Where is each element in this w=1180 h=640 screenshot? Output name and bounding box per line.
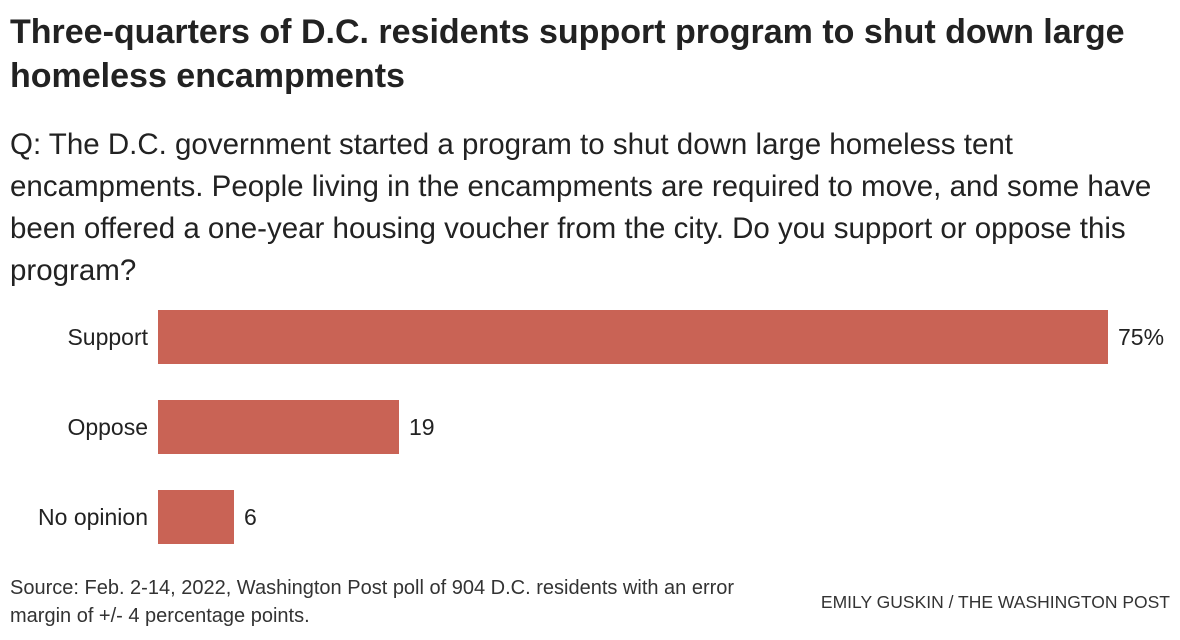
value-label-no-opinion: 6 xyxy=(244,504,257,530)
source-note: Source: Feb. 2-14, 2022, Washington Post… xyxy=(10,577,735,627)
bar-chart: Support 75% Oppose 19 No opinion 6 xyxy=(0,300,1180,560)
category-label-oppose: Oppose xyxy=(67,414,148,440)
value-label-oppose: 19 xyxy=(409,414,435,440)
chart-title: Three-quarters of D.C. residents support… xyxy=(10,13,1125,95)
value-label-support: 75% xyxy=(1118,324,1164,350)
bar-no-opinion xyxy=(158,490,234,544)
bar-oppose xyxy=(158,400,399,454)
category-label-support: Support xyxy=(67,324,148,350)
credit-line: EMILY GUSKIN / THE WASHINGTON POST xyxy=(820,592,1170,612)
category-label-no-opinion: No opinion xyxy=(38,504,148,530)
bar-support xyxy=(158,310,1108,364)
bar-chart-svg: Support 75% Oppose 19 No opinion 6 xyxy=(38,310,1164,544)
survey-question: Q: The D.C. government started a program… xyxy=(10,128,1152,287)
